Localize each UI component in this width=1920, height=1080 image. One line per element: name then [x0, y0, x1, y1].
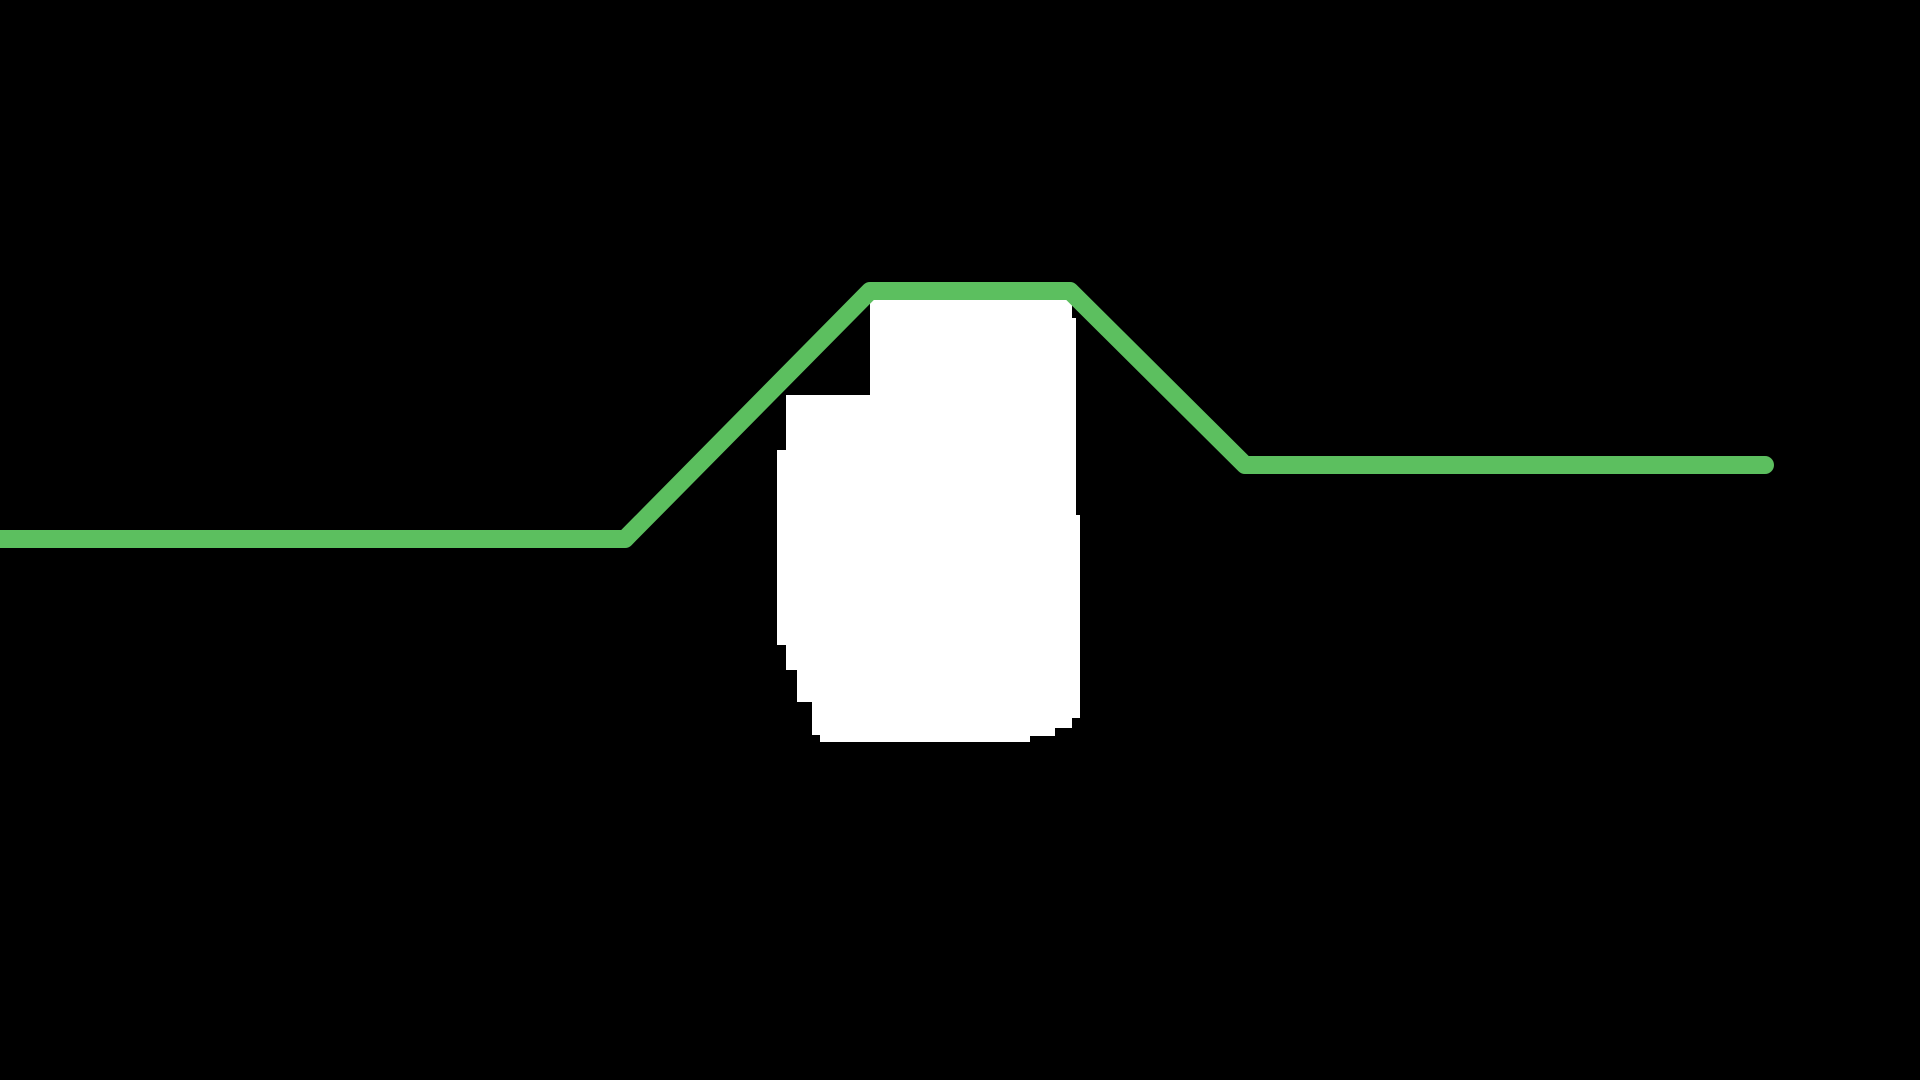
- white-blob-shape: [777, 300, 1080, 742]
- green-polyline: [0, 282, 1774, 548]
